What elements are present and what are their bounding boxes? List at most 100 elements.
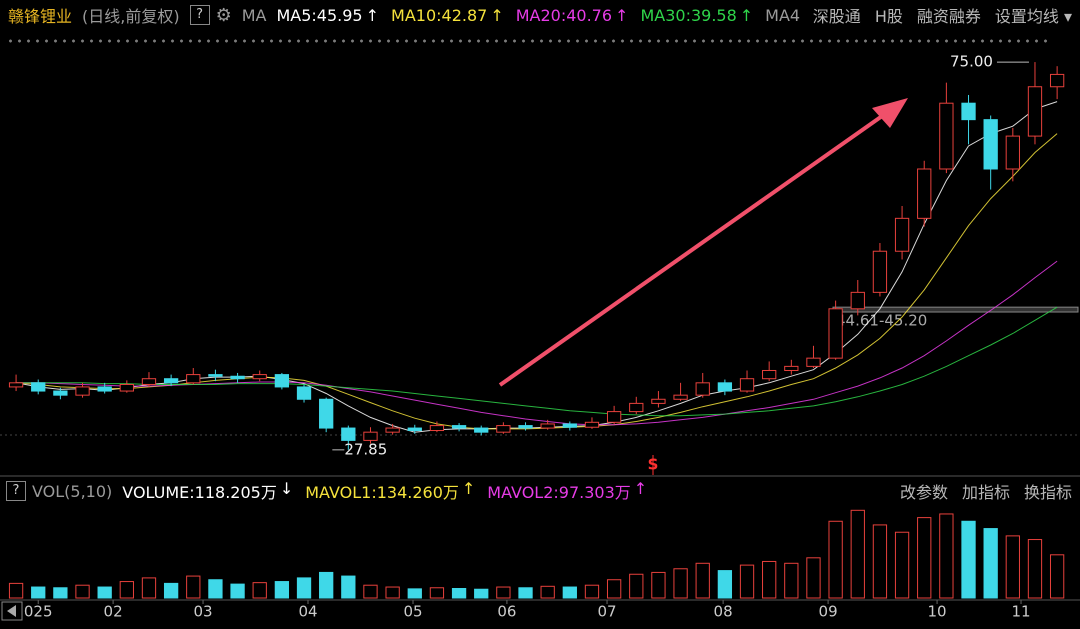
candle-body	[806, 357, 821, 367]
candle-body	[894, 217, 910, 252]
volume-bar	[97, 586, 112, 599]
candle-body	[163, 378, 179, 384]
x-tick-label: 10	[928, 603, 947, 621]
candle-body	[518, 425, 533, 429]
ma-arrow: ↑	[490, 5, 504, 25]
volume-bar	[31, 586, 46, 599]
volume-bar	[186, 575, 201, 599]
candle-body	[1027, 86, 1043, 137]
volume-bar	[119, 581, 134, 599]
trend-arrow	[498, 112, 887, 387]
volume-bar	[717, 570, 733, 599]
volume-title: VOL(5,10)	[32, 481, 113, 501]
volume-label: MAVOL2:97.303万	[487, 483, 631, 502]
volume-bar	[296, 577, 312, 599]
candle-body	[562, 423, 577, 428]
volume-bar	[961, 520, 976, 599]
candle-body	[274, 374, 290, 388]
candle-body	[319, 398, 334, 429]
volume-bar	[429, 587, 445, 599]
volume-bar	[695, 562, 710, 599]
indicator-button[interactable]: 改参数	[899, 483, 948, 502]
volume-bar	[784, 562, 799, 599]
candle-body	[97, 386, 112, 392]
help-button[interactable]: ?	[189, 5, 210, 25]
volume-header: ? VOL(5,10) VOLUME:118.205万 ↓ MAVOL1:134.2…	[0, 479, 1080, 503]
candle-body	[584, 421, 600, 428]
volume-bar	[230, 583, 245, 599]
x-tick-label: 11	[1011, 603, 1030, 621]
ma-label: MA30:39.58	[640, 5, 737, 25]
x-tick-label: 03	[193, 603, 212, 621]
x-tick-label: 05	[403, 603, 422, 621]
candle-body	[8, 382, 24, 388]
volume-legend: VOLUME:118.205万 ↓ MAVOL1:134.260万 ↑ MAVOL2:9…	[122, 479, 659, 503]
volume-bar	[407, 588, 422, 599]
ma-cut: MA4	[765, 5, 801, 25]
volume-bar	[806, 557, 821, 599]
x-tick-label: 09	[819, 603, 838, 621]
volume-bar	[341, 575, 356, 599]
candle-body	[451, 425, 467, 429]
candle-body	[53, 390, 68, 396]
x-tick-label: 02	[104, 603, 123, 621]
header-link[interactable]: H股	[874, 7, 903, 26]
volume-bar	[673, 568, 688, 599]
price-annotation: 75.00	[950, 53, 993, 71]
ma-legend: MA5:45.95 ↑ MA10:42.87 ↑ MA20:40.76 ↑ MA30:39.…	[276, 6, 765, 25]
volume-bar	[8, 582, 24, 599]
ma-label: MA20:40.76	[515, 5, 613, 25]
help-button[interactable]: ?	[6, 481, 26, 501]
candle-body	[828, 308, 843, 359]
candle-body	[141, 378, 157, 385]
ma-label: MA10:42.87	[391, 5, 488, 25]
volume-bar	[75, 584, 90, 599]
volume-bar	[872, 524, 888, 599]
settings-icon[interactable]: ⚙	[215, 4, 232, 26]
volume-bar	[828, 520, 843, 599]
scroll-button[interactable]	[1, 601, 23, 621]
volume-bar	[850, 509, 865, 599]
ma-line	[16, 306, 1058, 417]
candle-body	[983, 119, 998, 170]
volume-buttons: 改参数 加指标 换指标	[900, 479, 1072, 503]
volume-bar	[252, 582, 267, 599]
volume-bar	[739, 564, 755, 599]
candle-body	[961, 102, 976, 121]
candle-body	[186, 374, 201, 384]
trend-arrow-head	[872, 98, 908, 128]
indicator-button[interactable]: 换指标	[1023, 483, 1072, 502]
header-link[interactable]: 深股通	[812, 7, 861, 26]
x-tick-label: 07	[597, 603, 616, 621]
header-links: 深股通 H股 融资融券 设置均线 ▾	[808, 3, 1072, 27]
scroll-icon	[7, 605, 16, 617]
indicator-button[interactable]: 加指标	[961, 483, 1010, 502]
ma-line	[16, 260, 1058, 426]
volume-bar	[385, 586, 400, 599]
volume-bar	[208, 579, 223, 599]
volume-bar	[606, 579, 622, 599]
candle-body	[119, 383, 134, 392]
candle-body	[230, 375, 245, 380]
candle-body	[917, 168, 932, 219]
ma-arrow: ↑	[615, 5, 629, 25]
volume-bar	[584, 584, 600, 599]
volume-bar	[363, 584, 378, 599]
ma-arrow: ↑	[365, 5, 380, 25]
event-markers	[6, 36, 1051, 46]
volume-bar	[651, 571, 666, 599]
volume-bar	[629, 573, 644, 599]
volume-bar	[917, 517, 932, 599]
indicator-name: MA	[241, 5, 267, 25]
header-link[interactable]: 融资融券	[916, 7, 981, 26]
volume-bar	[319, 571, 334, 599]
header-link[interactable]: 设置均线 ▾	[994, 7, 1072, 26]
candle-body	[208, 374, 223, 377]
candle-body	[31, 382, 46, 392]
candle-body	[296, 386, 312, 400]
header-bar: 赣锋锂业 (日线,前复权) ? ⚙ MA MA5:45.95 ↑ MA10:42.8…	[0, 0, 1080, 30]
candle-body	[341, 427, 356, 441]
volume-arrow: ↑	[461, 479, 476, 498]
